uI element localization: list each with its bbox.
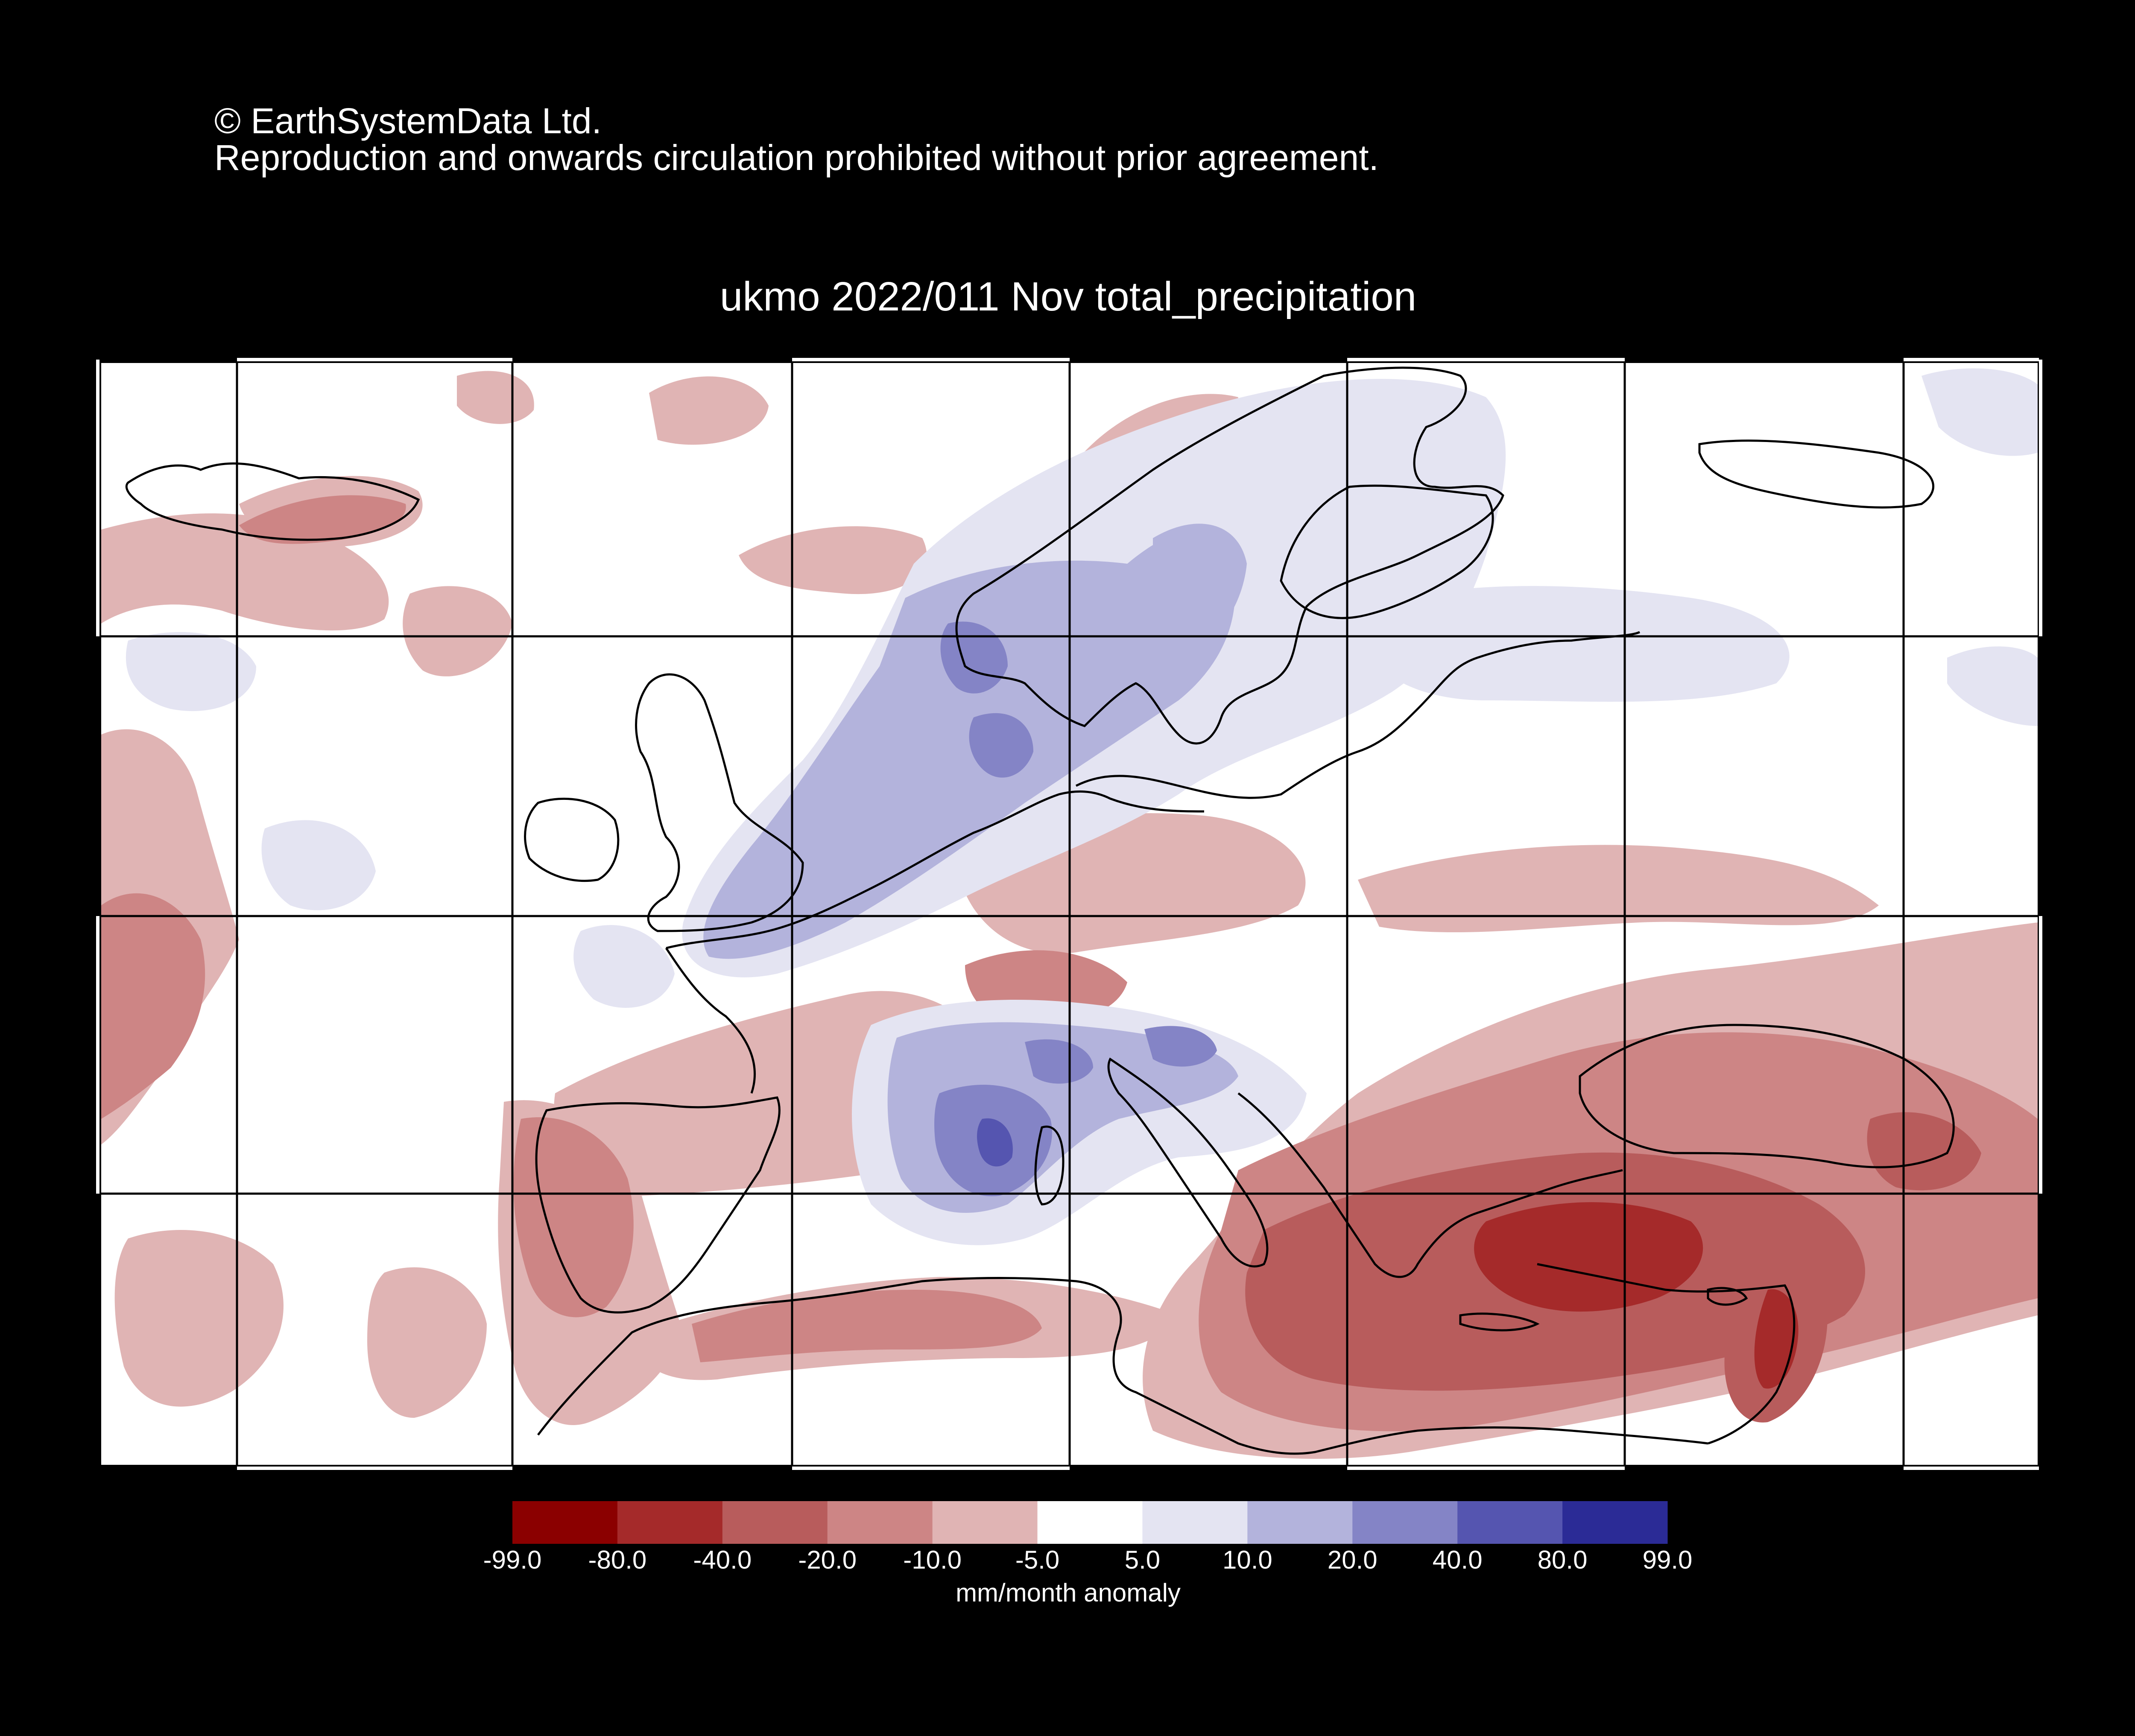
colorbar-tick-label: -99.0	[483, 1546, 542, 1574]
anomaly-atlantic-south-2	[367, 1267, 487, 1418]
colorbar-swatch	[1247, 1501, 1353, 1544]
coastline-crete	[1459, 1312, 1540, 1332]
colorbar-tick-label: 10.0	[1222, 1546, 1272, 1574]
anomaly-east-right-edge	[1947, 646, 2038, 726]
coastline-finland	[1280, 484, 1494, 619]
colorbar-swatch	[932, 1501, 1038, 1544]
coastline-great-britain	[635, 673, 804, 932]
colorbar-tick-label: 80.0	[1537, 1546, 1588, 1574]
coastline-north-africa	[537, 1277, 1708, 1455]
coastline-sardinia-corsica	[1034, 1125, 1065, 1206]
colorbar-tick-label: -10.0	[903, 1546, 962, 1574]
coastline-anatolia-south	[1537, 1263, 1796, 1445]
anomaly-norway-sea	[739, 526, 927, 594]
anomaly-atlantic-mid-blue	[261, 820, 376, 910]
colorbar-tick-label: -5.0	[1015, 1546, 1060, 1574]
colorbar-tick-label: 99.0	[1642, 1546, 1693, 1574]
anomaly-atlantic-south	[114, 1230, 284, 1407]
colorbar-tick-label: -20.0	[798, 1546, 857, 1574]
coastline-scandinavia	[955, 366, 1504, 745]
coastline-iceland	[125, 462, 420, 541]
coastlines	[125, 366, 1955, 1455]
colorbar-swatch	[617, 1501, 723, 1544]
colorbar-swatch	[512, 1501, 618, 1544]
anomaly-atlantic-north-blue	[126, 632, 256, 711]
coastline-baltic-south	[1075, 631, 1641, 799]
anomaly-adriatic-core	[1144, 1026, 1217, 1067]
anomaly-atlantic-patch-3	[403, 586, 512, 676]
map-frame	[96, 358, 2042, 1470]
map-panel	[96, 358, 2042, 1470]
anomaly-biscay-blue	[573, 925, 675, 1008]
copyright-line-2: Reproduction and onwards circulation pro…	[214, 138, 1379, 178]
colorbar	[512, 1501, 1668, 1544]
colorbar-swatch	[1037, 1501, 1143, 1544]
anomaly-balearic-peak	[977, 1118, 1013, 1167]
anomaly-north-africa-core	[692, 1290, 1042, 1362]
anomaly-ligurian-core	[1025, 1039, 1093, 1084]
coastline-arctic-island	[1698, 439, 1934, 509]
anomaly-atlantic-patch-1	[457, 371, 534, 424]
anomaly-baltic-east	[1363, 586, 1790, 702]
colorbar-swatch	[1562, 1501, 1668, 1544]
colorbar-tick-label: 40.0	[1432, 1546, 1483, 1574]
colorbar-swatch	[1457, 1501, 1563, 1544]
coastline-italy	[1107, 1057, 1269, 1268]
coastline-continent-north	[666, 790, 1205, 949]
anomaly-aegean-core	[1474, 1202, 1703, 1312]
colorbar-tick-label: 5.0	[1124, 1546, 1161, 1574]
coastline-ireland	[524, 797, 620, 882]
anomaly-iberia-core	[513, 1117, 634, 1317]
anomaly-sweden-core	[1152, 524, 1247, 658]
map-title: ukmo 2022/011 Nov total_precipitation	[719, 274, 1417, 319]
colorbar-tick-label: 20.0	[1327, 1546, 1378, 1574]
colorbar-swatch	[1352, 1501, 1458, 1544]
coastline-iberia	[535, 1096, 781, 1314]
coastline-france-west	[665, 947, 756, 1094]
colorbar-tick-label: -80.0	[588, 1546, 647, 1574]
anomaly-fields	[101, 368, 2038, 1459]
anomaly-atlantic-west-core	[101, 893, 205, 1119]
coastline-cyprus	[1707, 1287, 1748, 1306]
coastline-balkans	[1237, 1092, 1623, 1278]
anomaly-eastern-europe-band	[1358, 845, 1879, 932]
copyright-notice: © EarthSystemData Ltd. Reproduction and …	[214, 102, 1379, 176]
colorbar-tick-label: -40.0	[693, 1546, 752, 1574]
anomaly-scandinavia-mid	[703, 530, 1235, 959]
colorbar-units-label: mm/month anomaly	[956, 1578, 1181, 1607]
colorbar-swatch	[1142, 1501, 1248, 1544]
anomaly-skagerrak-core	[969, 713, 1033, 778]
colorbar-swatch	[722, 1501, 828, 1544]
coastline-black-sea	[1579, 1024, 1955, 1168]
anomaly-iceland-band	[239, 495, 406, 544]
colorbar-swatch	[827, 1501, 933, 1544]
anomaly-atlantic-patch-2	[649, 376, 769, 445]
copyright-line-1: © EarthSystemData Ltd.	[214, 101, 602, 141]
graticule	[98, 363, 2039, 1465]
anomaly-north-east-corner	[1922, 368, 2038, 456]
